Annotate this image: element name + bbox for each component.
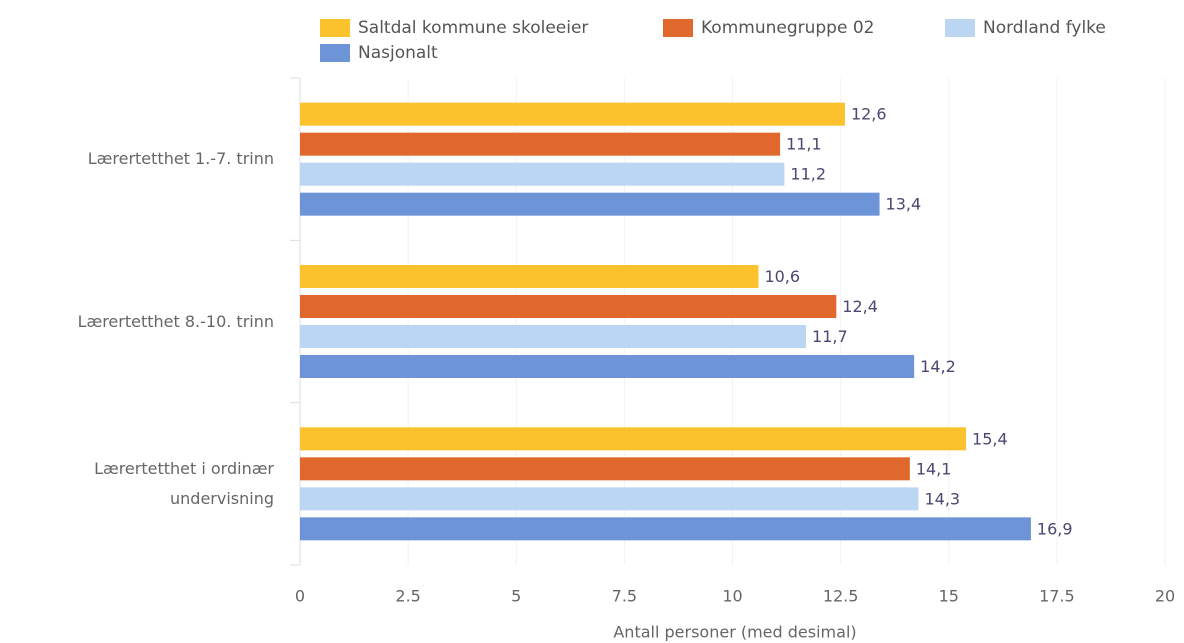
bar	[300, 295, 837, 318]
legend-swatch	[663, 19, 693, 37]
bar	[300, 457, 910, 481]
value-label: 14,3	[924, 489, 960, 508]
bar	[300, 487, 919, 511]
value-label: 12,6	[851, 105, 887, 124]
value-label: 14,2	[920, 357, 956, 376]
x-tick-label: 17.5	[1039, 587, 1075, 606]
bar	[300, 162, 785, 186]
value-label: 12,4	[842, 297, 878, 316]
y-tick-label: Lærertetthet i ordinær undervisning	[94, 458, 274, 508]
x-tick-label: 15	[939, 587, 959, 606]
y-tick-label: Lærertetthet 8.-10. trinn	[77, 311, 274, 331]
x-tick-label: 5	[511, 587, 521, 606]
bar	[300, 355, 915, 378]
bar	[300, 427, 967, 451]
legend-swatch	[945, 19, 975, 37]
value-label: 14,1	[916, 459, 952, 478]
bar	[300, 325, 807, 348]
bar	[300, 192, 880, 216]
bar	[300, 132, 781, 156]
value-label: 16,9	[1037, 519, 1073, 538]
x-tick-label: 7.5	[612, 587, 637, 606]
x-tick-label: 20	[1155, 587, 1175, 606]
x-axis-label: Antall personer (med desimal)	[613, 623, 856, 642]
legend-label: Nasjonalt	[358, 43, 438, 63]
legend-swatch	[320, 19, 350, 37]
y-tick-label: Lærertetthet 1.-7. trinn	[87, 149, 274, 169]
x-tick-label: 10	[722, 587, 742, 606]
value-label: 11,7	[812, 327, 848, 346]
value-label: 15,4	[972, 429, 1008, 448]
x-tick-label: 2.5	[395, 587, 420, 606]
x-tick-label: 0	[295, 587, 305, 606]
bar	[300, 265, 759, 288]
x-tick-label: 12.5	[823, 587, 859, 606]
value-label: 11,1	[786, 135, 822, 154]
legend-swatch	[320, 44, 350, 62]
legend-label: Nordland fylke	[983, 18, 1106, 38]
value-label: 11,2	[790, 165, 826, 184]
value-label: 10,6	[764, 267, 800, 286]
value-label: 13,4	[886, 195, 922, 214]
bar	[300, 517, 1031, 541]
bar	[300, 102, 845, 126]
legend-label: Saltdal kommune skoleeier	[358, 18, 588, 38]
legend-label: Kommunegruppe 02	[701, 18, 874, 38]
